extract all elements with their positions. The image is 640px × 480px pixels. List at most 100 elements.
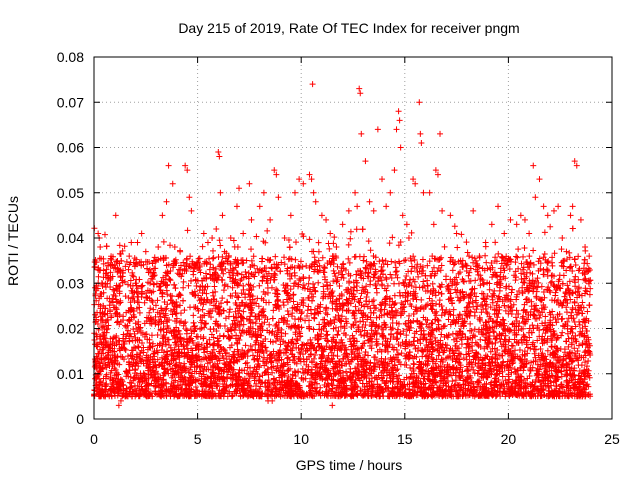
data-point xyxy=(469,254,476,261)
data-point xyxy=(320,288,327,295)
data-point xyxy=(164,270,171,277)
data-point xyxy=(390,333,397,340)
data-point xyxy=(453,281,460,288)
data-point xyxy=(489,274,496,281)
data-point xyxy=(415,273,422,280)
data-point xyxy=(454,244,461,251)
data-point xyxy=(520,253,527,260)
data-point xyxy=(209,255,216,262)
data-point xyxy=(315,248,322,255)
data-point xyxy=(156,310,163,317)
data-point xyxy=(129,272,136,279)
data-point xyxy=(373,336,380,343)
data-point xyxy=(184,227,191,234)
data-point xyxy=(140,377,147,384)
data-point xyxy=(280,338,287,345)
data-point xyxy=(364,273,371,280)
data-point xyxy=(537,363,544,370)
data-point xyxy=(503,262,510,269)
data-point xyxy=(273,286,280,293)
data-point xyxy=(477,336,484,343)
data-point xyxy=(193,283,200,290)
data-point xyxy=(256,282,263,289)
data-point xyxy=(393,330,400,337)
data-point xyxy=(497,338,504,345)
data-point xyxy=(315,279,322,286)
data-point xyxy=(384,261,391,268)
data-point xyxy=(376,258,383,265)
data-point xyxy=(500,257,507,264)
data-point xyxy=(140,344,147,351)
data-point xyxy=(553,319,560,326)
data-point xyxy=(153,364,160,371)
data-point xyxy=(117,297,124,304)
data-point xyxy=(414,261,421,268)
data-point xyxy=(249,346,256,353)
data-point xyxy=(107,308,114,315)
data-point xyxy=(361,327,368,334)
data-point xyxy=(526,253,533,260)
data-point xyxy=(483,309,490,316)
data-point xyxy=(142,374,149,381)
data-point xyxy=(412,284,419,291)
data-point xyxy=(259,278,266,285)
data-point xyxy=(310,326,317,333)
data-point xyxy=(280,302,287,309)
data-point xyxy=(331,270,338,277)
data-point xyxy=(176,359,183,366)
data-point xyxy=(343,368,350,375)
data-point xyxy=(558,381,565,388)
data-point xyxy=(410,365,417,372)
data-point xyxy=(538,283,545,290)
data-point xyxy=(542,377,549,384)
data-point xyxy=(199,306,206,313)
data-point xyxy=(202,283,209,290)
data-point xyxy=(388,275,395,282)
data-point xyxy=(463,304,470,311)
data-point xyxy=(436,297,443,304)
data-point xyxy=(408,303,415,310)
data-point xyxy=(304,307,311,314)
data-point xyxy=(150,269,157,276)
data-point xyxy=(103,371,110,378)
data-point xyxy=(339,306,346,313)
data-point xyxy=(419,256,426,263)
data-point xyxy=(347,235,354,242)
data-point xyxy=(435,352,442,359)
data-point xyxy=(207,271,214,278)
data-point xyxy=(572,262,579,269)
data-point xyxy=(373,314,380,321)
data-point xyxy=(111,348,118,355)
data-point xyxy=(121,243,128,250)
data-point xyxy=(400,328,407,335)
data-point xyxy=(197,269,204,276)
data-point xyxy=(528,359,535,366)
data-point xyxy=(356,350,363,357)
data-point xyxy=(572,273,579,280)
data-point xyxy=(472,360,479,367)
data-point xyxy=(248,300,255,307)
data-point xyxy=(134,299,141,306)
data-point xyxy=(411,353,418,360)
data-point xyxy=(237,351,244,358)
data-point xyxy=(180,259,187,266)
data-point xyxy=(534,275,541,282)
data-point xyxy=(569,289,576,296)
data-point xyxy=(112,357,119,364)
data-point xyxy=(449,356,456,363)
data-point xyxy=(387,271,394,278)
data-point xyxy=(199,243,206,250)
data-point xyxy=(392,259,399,266)
data-point xyxy=(315,257,322,264)
data-point xyxy=(563,267,570,274)
data-point xyxy=(200,371,207,378)
data-point xyxy=(217,242,224,249)
data-point xyxy=(227,335,234,342)
data-point xyxy=(264,316,271,323)
data-point xyxy=(470,259,477,266)
data-point xyxy=(450,306,457,313)
data-point xyxy=(352,319,359,326)
data-point xyxy=(167,242,174,249)
data-point xyxy=(586,302,593,309)
data-points xyxy=(91,81,594,409)
